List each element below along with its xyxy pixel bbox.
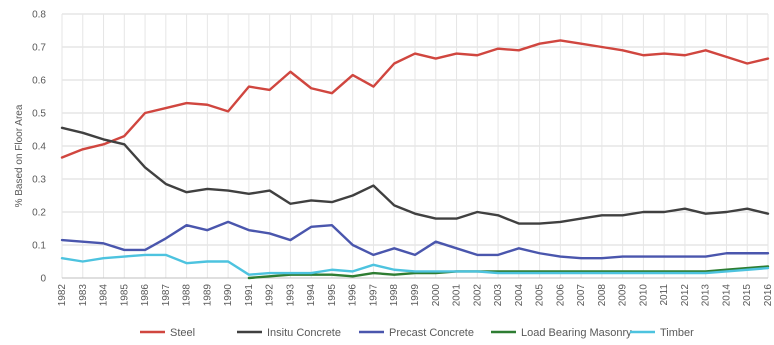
x-tick-label: 1993 <box>285 284 296 307</box>
x-tick-label: 1992 <box>265 284 276 307</box>
x-tick-label: 2002 <box>472 284 483 307</box>
legend-label: Insitu Concrete <box>267 327 341 339</box>
legend-label: Load Bearing Masonry <box>521 327 632 339</box>
x-tick-label: 2016 <box>763 284 774 307</box>
y-tick-label: 0.1 <box>32 241 46 252</box>
series-line-steel <box>60 39 770 159</box>
y-tick-label: 0.7 <box>32 43 46 54</box>
legend-item: Steel <box>140 327 195 339</box>
legend-label: Precast Concrete <box>389 327 474 339</box>
y-axis-ticks: 0 0.1 0.2 0.3 0.4 0.5 0.6 0.7 0.8 <box>32 10 46 285</box>
y-tick-label: 0.3 <box>32 175 46 186</box>
x-tick-label: 1987 <box>161 284 172 307</box>
x-tick-label: 2010 <box>638 284 649 307</box>
y-axis-label: % Based on Floor Area <box>14 104 25 207</box>
x-tick-label: 2014 <box>721 284 732 307</box>
x-tick-label: 2009 <box>618 284 629 307</box>
series-lines <box>60 39 770 280</box>
x-tick-label: 2007 <box>576 284 587 307</box>
x-tick-label: 2011 <box>659 284 670 306</box>
series-line-timber <box>60 253 770 276</box>
legend-label: Steel <box>170 327 195 339</box>
x-tick-label: 1986 <box>140 284 151 307</box>
x-tick-label: 1988 <box>182 284 193 307</box>
x-tick-label: 1998 <box>389 284 400 307</box>
x-tick-label: 1985 <box>119 284 130 307</box>
series-line-insitu-concrete <box>60 126 770 225</box>
x-tick-label: 1990 <box>223 284 234 307</box>
x-tick-label: 2013 <box>701 284 712 307</box>
x-tick-label: 1983 <box>78 284 89 307</box>
x-tick-label: 2015 <box>742 284 753 307</box>
x-tick-label: 2012 <box>680 284 691 307</box>
y-tick-label: 0.2 <box>32 208 46 219</box>
legend-item: Insitu Concrete <box>237 327 341 339</box>
x-tick-label: 2008 <box>597 284 608 307</box>
x-tick-label: 1982 <box>57 284 68 307</box>
legend-label: Timber <box>660 327 694 339</box>
series-line-precast-concrete <box>60 220 770 260</box>
x-tick-label: 2006 <box>555 284 566 307</box>
x-tick-label: 2003 <box>493 284 504 307</box>
y-tick-label: 0.6 <box>32 76 46 87</box>
x-tick-label: 1995 <box>327 284 338 307</box>
x-tick-label: 2004 <box>514 284 525 307</box>
y-tick-label: 0 <box>40 274 46 285</box>
x-tick-label: 1991 <box>244 284 255 307</box>
y-tick-label: 0.8 <box>32 10 46 21</box>
x-tick-label: 1996 <box>348 284 359 307</box>
x-tick-label: 1994 <box>306 284 317 307</box>
x-tick-label: 2000 <box>431 284 442 307</box>
x-tick-label: 1984 <box>99 284 110 307</box>
legend: Steel Insitu Concrete Precast Concrete Load… <box>140 327 694 339</box>
legend-item: Load Bearing Masonry <box>491 327 632 339</box>
series-line-load-bearing-masonry <box>247 265 770 280</box>
legend-item: Timber <box>630 327 694 339</box>
y-tick-label: 0.4 <box>32 142 46 153</box>
x-axis-ticks: 1982 1983 1984 1985 1986 1987 1988 1989 1990 1991… <box>57 284 774 307</box>
legend-item: Precast Concrete <box>359 327 474 339</box>
x-tick-label: 1999 <box>410 284 421 307</box>
x-tick-label: 2005 <box>535 284 546 307</box>
x-tick-label: 1997 <box>368 284 379 307</box>
y-tick-label: 0.5 <box>32 109 46 120</box>
x-tick-label: 2001 <box>452 284 463 307</box>
x-tick-label: 1989 <box>202 284 213 307</box>
